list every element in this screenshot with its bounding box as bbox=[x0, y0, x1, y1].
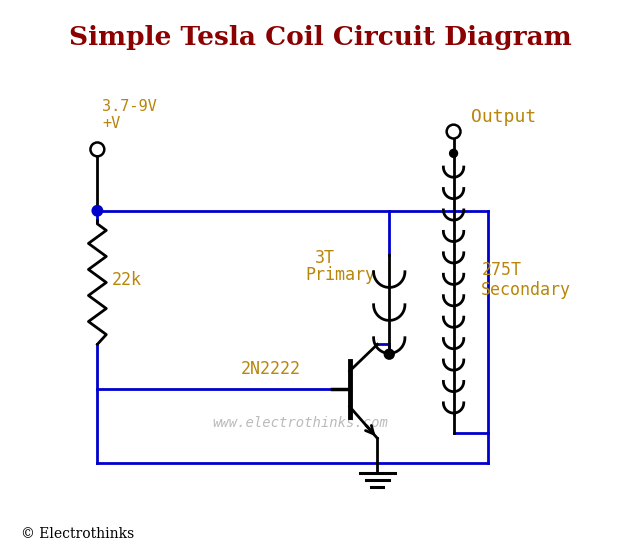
Circle shape bbox=[450, 150, 458, 157]
Text: Simple Tesla Coil Circuit Diagram: Simple Tesla Coil Circuit Diagram bbox=[68, 25, 572, 50]
Text: 3.7-9V: 3.7-9V bbox=[102, 99, 157, 114]
Text: Output: Output bbox=[472, 108, 536, 126]
Text: Secondary: Secondary bbox=[481, 281, 572, 299]
Text: www.electrothinks.com: www.electrothinks.com bbox=[212, 417, 388, 431]
Text: +V: +V bbox=[102, 116, 120, 131]
Text: 22k: 22k bbox=[112, 271, 142, 289]
Text: 3T: 3T bbox=[315, 249, 335, 267]
Text: Primary: Primary bbox=[305, 266, 375, 284]
Circle shape bbox=[384, 349, 394, 359]
Text: 2N2222: 2N2222 bbox=[241, 360, 301, 378]
Circle shape bbox=[92, 205, 103, 217]
Text: 275T: 275T bbox=[481, 261, 522, 279]
Text: © Electrothinks: © Electrothinks bbox=[21, 528, 134, 542]
